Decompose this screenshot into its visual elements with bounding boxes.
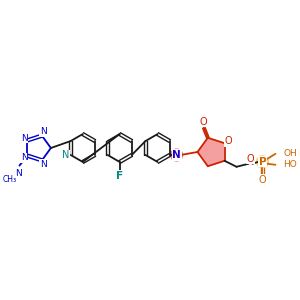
Text: O: O	[225, 136, 232, 146]
Text: O: O	[259, 175, 266, 185]
Text: N: N	[21, 154, 28, 163]
Text: N: N	[21, 134, 28, 142]
Text: N: N	[62, 150, 69, 160]
Text: O: O	[199, 117, 207, 127]
Polygon shape	[197, 138, 224, 166]
Text: N: N	[40, 128, 46, 136]
Text: P: P	[259, 157, 266, 167]
Text: F: F	[116, 171, 123, 181]
Text: O: O	[247, 154, 254, 164]
Text: OH: OH	[284, 149, 297, 158]
Text: HO: HO	[284, 160, 297, 169]
Text: CH₃: CH₃	[2, 175, 16, 184]
Text: N: N	[172, 150, 181, 160]
Circle shape	[171, 149, 183, 161]
Circle shape	[256, 156, 268, 168]
Text: N: N	[40, 160, 46, 169]
Text: N: N	[15, 169, 22, 178]
